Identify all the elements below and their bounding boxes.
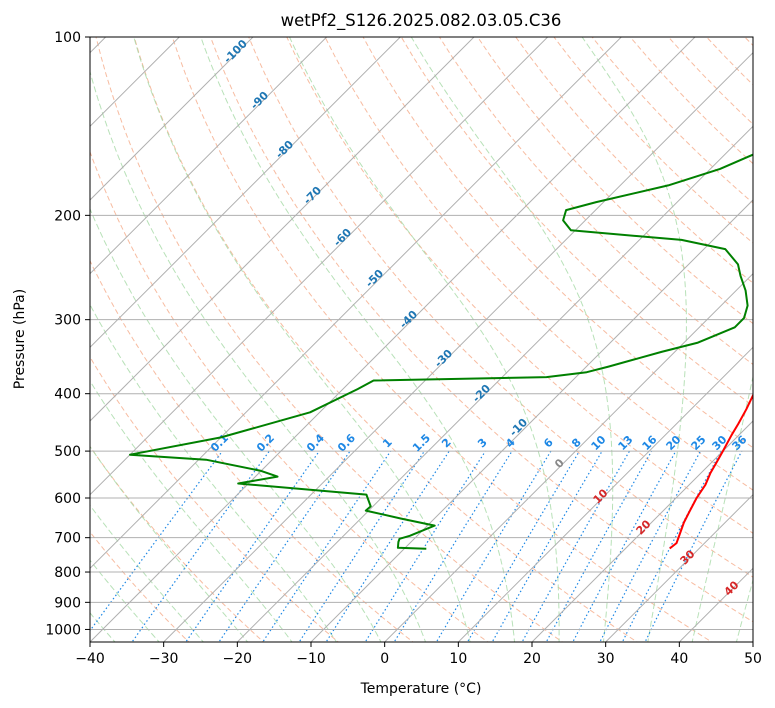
data-series <box>129 153 753 550</box>
temperature-line <box>669 392 753 550</box>
x-tick-label: 20 <box>523 651 541 667</box>
isotherm <box>310 199 753 642</box>
dewpoint-line <box>129 153 753 550</box>
isotherm <box>90 37 328 275</box>
isotherm <box>604 493 753 642</box>
y-tick-label: 500 <box>54 444 81 460</box>
mixing-ratio-line <box>262 450 392 642</box>
x-tick-label: −40 <box>75 651 105 667</box>
moist-adiabat <box>410 37 614 642</box>
x-tick-label: −10 <box>296 651 326 667</box>
mixing-ratio-line <box>298 450 425 642</box>
isotherm <box>383 272 753 642</box>
isotherm <box>90 37 696 642</box>
x-tick-label: 10 <box>449 651 467 667</box>
y-axis-label: Pressure (hPa) <box>12 289 28 389</box>
y-tick-label: 800 <box>54 565 81 581</box>
dry-adiabat <box>286 37 753 534</box>
mixing-ratio-line <box>599 450 702 642</box>
plot-frame <box>89 36 754 643</box>
isotherm <box>162 51 753 642</box>
pressure-gridlines <box>90 37 753 630</box>
mixing-ratio-line <box>393 450 513 642</box>
dry-adiabat <box>362 37 753 449</box>
x-tick-label: −20 <box>223 651 253 667</box>
x-tick-label: 0 <box>380 651 389 667</box>
isotherm <box>90 37 402 349</box>
x-tick-label: 50 <box>744 651 762 667</box>
y-tick-label: 600 <box>54 491 81 507</box>
isotherm <box>90 37 475 422</box>
x-tick-label: 30 <box>597 651 615 667</box>
isotherms <box>90 37 753 642</box>
moist-adiabat <box>289 37 560 642</box>
dry-adiabat <box>477 37 753 325</box>
dry-adiabat <box>90 356 339 642</box>
dry-adiabat <box>438 37 753 365</box>
isotherm <box>457 346 753 642</box>
chart-title: wetPf2_S126.2025.082.03.05.C36 <box>281 11 562 31</box>
y-axis: 1000 900 800 700 600 500 400 300 200 100 <box>45 30 90 638</box>
mixing-ratio-line <box>90 450 223 632</box>
moist-adiabat <box>133 37 471 642</box>
mixing-ratio-line <box>325 450 450 642</box>
x-axis: −40 −30 −20 −10 0 10 20 30 40 50 <box>75 642 762 667</box>
x-axis-label: Temperature (°C) <box>360 681 482 697</box>
moist-adiabat <box>200 37 516 642</box>
x-tick-label: −30 <box>149 651 179 667</box>
mixing-ratio-lines <box>90 450 743 642</box>
dry-adiabat <box>90 150 489 642</box>
mixing-ratio-line <box>621 450 722 642</box>
mixing-ratio-line <box>218 450 351 642</box>
y-tick-label: 300 <box>54 313 81 329</box>
moist-adiabat <box>581 37 687 642</box>
isotherm <box>236 125 753 642</box>
isotherm <box>90 37 549 496</box>
y-tick-label: 700 <box>54 531 81 547</box>
mixing-ratio-line <box>131 450 270 642</box>
isotherm <box>531 420 753 642</box>
y-tick-label: 400 <box>54 387 81 403</box>
dry-adiabat <box>324 37 753 491</box>
isotherm <box>90 37 254 201</box>
mixing-ratio-line <box>572 450 677 642</box>
x-tick-label: 40 <box>670 651 688 667</box>
y-tick-label: 1000 <box>45 622 81 638</box>
y-tick-label: 900 <box>54 595 81 611</box>
isotherm <box>90 37 623 570</box>
mixing-ratio-line <box>466 450 580 642</box>
y-tick-label: 100 <box>54 30 81 46</box>
mixing-ratio-line <box>185 450 320 642</box>
dry-adiabat <box>95 37 564 642</box>
moist-adiabat <box>90 380 293 642</box>
y-tick-label: 200 <box>54 208 81 224</box>
